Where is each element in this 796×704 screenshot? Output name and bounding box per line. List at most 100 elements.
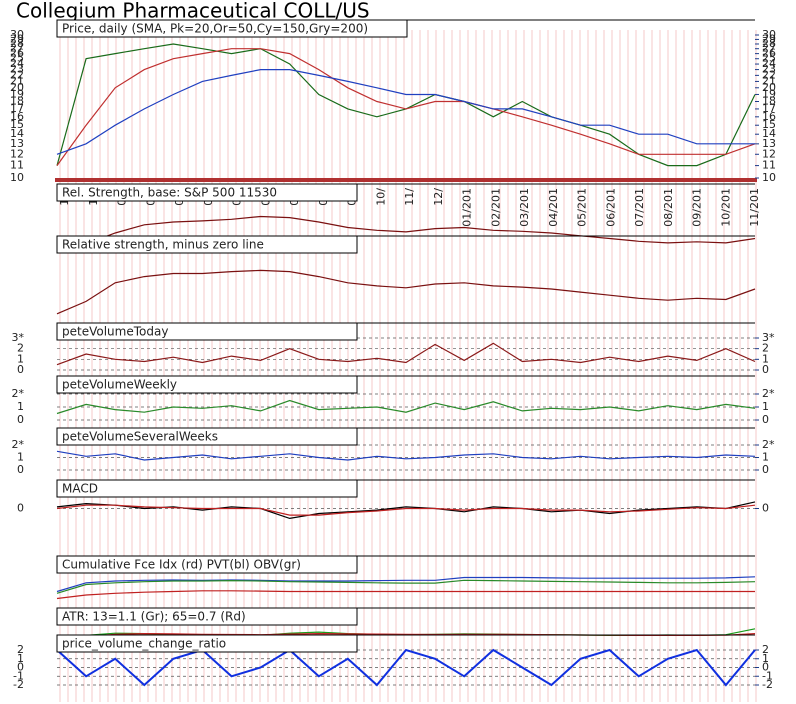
panel-label-box: [56, 19, 408, 38]
x-tick-label: 11/201: [748, 188, 761, 227]
y-tick-label: 21: [10, 74, 24, 87]
y-tick-label: 1: [17, 451, 24, 464]
y-tick-label: 27: [10, 42, 24, 55]
y-tick-label-right: 2*: [762, 387, 775, 400]
series-line: [56, 648, 756, 687]
series-line: [56, 576, 756, 593]
y-tick-label: 1: [17, 400, 24, 413]
y-tick-label: 0: [17, 661, 24, 674]
panel-label-box: [56, 322, 358, 341]
y-tick-label: 18: [10, 94, 24, 107]
y-tick-label: 1: [17, 652, 24, 665]
panel-title: price_volume_change_ratio: [62, 637, 226, 651]
x-tick-label: 04/201: [547, 188, 560, 227]
y-tick-label: 19: [10, 87, 24, 100]
panel-title: ATR: 13=1.1 (Gr); 65=0.7 (Rd): [62, 610, 246, 624]
x-tick-label: 03/201: [518, 188, 531, 227]
y-tick-label-right: 20: [762, 81, 776, 94]
panel-title: peteVolumeWeekly: [62, 378, 177, 392]
y-tick-label: 13: [10, 137, 24, 150]
y-tick-label: 10: [10, 171, 24, 184]
series-line: [56, 501, 756, 520]
y-tick-label: 22: [10, 68, 24, 81]
series-line: [56, 504, 756, 516]
y-tick-label: 23: [10, 63, 24, 76]
y-tick-label-right: 15: [762, 118, 776, 131]
y-tick-label: 15: [10, 118, 24, 131]
panel-title: peteVolumeSeveralWeeks: [62, 430, 218, 444]
y-tick-label-right: 11: [762, 159, 776, 172]
y-tick-label-right: 28: [762, 37, 776, 50]
y-tick-label-right: 3*: [762, 331, 775, 344]
y-tick-label-right: 2: [762, 342, 769, 355]
y-tick-label: 2: [17, 342, 24, 355]
panel-label-box: [56, 183, 358, 202]
y-tick-label-right: 26: [762, 47, 776, 60]
y-tick-label-right: 29: [762, 32, 776, 45]
y-tick-label-right: 12: [762, 147, 776, 160]
panel-label-box: [56, 235, 358, 254]
x-tick-label: 12/: [432, 188, 445, 206]
panel-title: MACD: [62, 482, 98, 496]
page-title: Collegium Pharmaceutical COLL/US: [16, 0, 370, 23]
y-tick-label: 29: [10, 32, 24, 45]
y-tick-label-right: 18: [762, 94, 776, 107]
panel-label-box: [56, 427, 358, 446]
panel-label-box: [56, 607, 358, 626]
y-tick-label: 14: [10, 127, 24, 140]
y-tick-label: 2: [17, 643, 24, 656]
y-tick-label: 28: [10, 37, 24, 50]
y-tick-label-right: 2: [762, 643, 769, 656]
y-tick-label: 0: [17, 413, 24, 426]
y-tick-label-right: 14: [762, 127, 776, 140]
y-tick-label-right: 0: [762, 413, 769, 426]
y-tick-label: 24: [10, 57, 24, 70]
y-tick-label: 20: [10, 81, 24, 94]
series-line: [56, 215, 756, 251]
series-line: [56, 342, 756, 366]
panel-label-box: [56, 375, 358, 394]
series-line: [56, 590, 755, 600]
y-tick-label: 26: [10, 47, 24, 60]
y-tick-label-right: 2*: [762, 438, 775, 451]
y-tick-label-right: 19: [762, 87, 776, 100]
series-line: [56, 269, 756, 315]
y-tick-label-right: 16: [762, 110, 776, 123]
x-tick-label: 09/201: [691, 188, 704, 227]
y-tick-label: 25: [10, 52, 24, 65]
series-line: [56, 69, 755, 155]
y-tick-label: 0: [17, 363, 24, 376]
y-tick-label: 11: [10, 159, 24, 172]
y-tick-label-right: 30: [762, 28, 776, 41]
y-tick-label-right: 0: [762, 502, 769, 515]
x-tick-label: 01/201: [461, 188, 474, 227]
y-tick-label-right: 22: [762, 68, 776, 81]
y-tick-label-right: 1: [762, 352, 769, 365]
y-tick-label: 2*: [12, 387, 25, 400]
period-band: [55, 178, 757, 182]
x-tick-label: 07/201: [633, 188, 646, 227]
panel-title: Cumulative Fce Idx (rd) PVT(bl) OBV(gr): [62, 558, 301, 572]
x-tick-label: 08/201: [662, 188, 675, 227]
panel-title: Rel. Strength, base: S&P 500 11530: [62, 186, 277, 200]
y-tick-label-right: 0: [762, 463, 769, 476]
y-tick-label: -1: [13, 669, 24, 682]
y-tick-label-right: 0: [762, 661, 769, 674]
series-line: [56, 450, 756, 461]
x-tick-label: 11/: [403, 188, 416, 206]
series-line: [56, 399, 756, 415]
y-tick-label-right: 21: [762, 74, 776, 87]
y-tick-label-right: 1: [762, 451, 769, 464]
y-tick-label: 0: [17, 502, 24, 515]
y-tick-label-right: -2: [762, 678, 773, 691]
x-tick-label: 10/201: [719, 188, 732, 227]
y-tick-label-right: 1: [762, 652, 769, 665]
y-tick-label-right: 24: [762, 57, 776, 70]
series-line: [56, 48, 756, 166]
x-tick-label: 06/201: [604, 188, 617, 227]
y-tick-label: 1: [17, 352, 24, 365]
y-tick-label-right: 0: [762, 363, 769, 376]
panel-title: Price, daily (SMA, Pk=20,Or=50,Cy=150,Gr…: [62, 22, 368, 36]
y-tick-label: 12: [10, 147, 24, 160]
